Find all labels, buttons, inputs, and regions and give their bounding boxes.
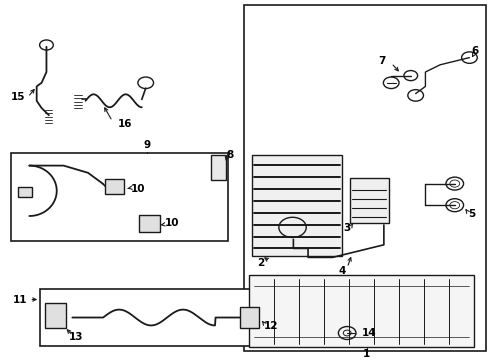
Text: 10: 10 bbox=[165, 218, 180, 228]
Text: 10: 10 bbox=[130, 184, 145, 194]
Text: 12: 12 bbox=[264, 321, 278, 331]
Text: 13: 13 bbox=[68, 332, 83, 342]
Text: 6: 6 bbox=[471, 46, 478, 56]
Bar bbox=[40, 289, 316, 346]
Bar bbox=[243, 5, 485, 351]
Text: 8: 8 bbox=[226, 150, 233, 160]
Bar bbox=[239, 307, 259, 328]
Text: 11: 11 bbox=[12, 294, 27, 305]
Bar bbox=[18, 187, 32, 197]
Text: 1: 1 bbox=[363, 349, 369, 359]
Bar bbox=[105, 179, 123, 194]
Text: 7: 7 bbox=[378, 56, 386, 66]
Bar bbox=[349, 178, 388, 223]
Text: 2: 2 bbox=[257, 258, 264, 268]
Bar bbox=[249, 275, 473, 347]
Text: 16: 16 bbox=[117, 119, 132, 129]
Bar bbox=[251, 155, 342, 256]
Text: 3: 3 bbox=[343, 222, 350, 233]
Text: 14: 14 bbox=[361, 328, 376, 338]
Bar bbox=[211, 155, 225, 180]
Text: 5: 5 bbox=[468, 209, 474, 219]
Bar bbox=[45, 303, 66, 328]
Text: 15: 15 bbox=[11, 92, 25, 102]
Text: 9: 9 bbox=[143, 140, 150, 150]
Bar bbox=[11, 153, 228, 241]
Bar bbox=[139, 215, 160, 232]
Text: 4: 4 bbox=[338, 266, 346, 276]
